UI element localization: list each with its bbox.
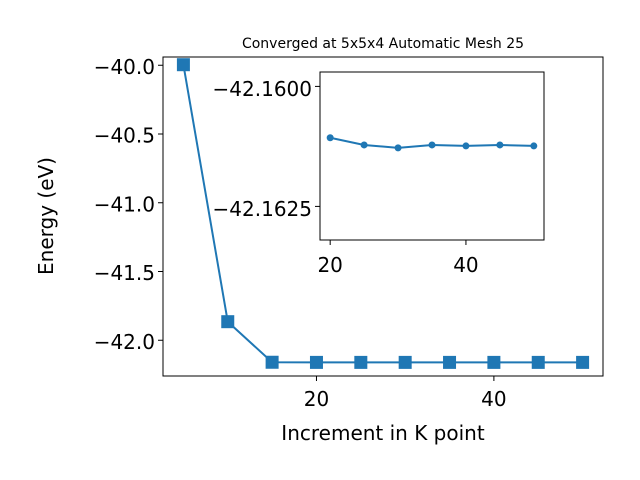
main-y-tick-label: −40.0 — [94, 55, 155, 79]
inset-data-point — [496, 141, 504, 149]
main-data-point — [531, 355, 545, 369]
main-data-point — [265, 355, 279, 369]
y-axis-label: Energy (eV) — [34, 157, 58, 275]
main-x-tick-label: 40 — [481, 387, 506, 411]
main-x-tick-label: 20 — [304, 387, 329, 411]
inset-y-tick-label: −42.1625 — [213, 197, 312, 221]
inset-data-point — [326, 134, 334, 142]
inset-x-tick-label: 40 — [453, 253, 478, 277]
main-series-line — [182, 64, 583, 364]
inset-data-point — [530, 142, 538, 150]
main-y-tick-label: −41.0 — [94, 192, 155, 216]
inset-data-point — [394, 144, 402, 152]
main-y-tick-label: −41.5 — [94, 261, 155, 285]
main-data-point — [576, 355, 590, 369]
main-data-point — [221, 315, 235, 329]
main-y-tick-label: −40.5 — [94, 124, 155, 148]
main-data-point — [398, 355, 412, 369]
main-data-point — [309, 355, 323, 369]
inset-data-point — [462, 142, 470, 150]
main-data-point — [354, 355, 368, 369]
inset-x-tick-label: 20 — [317, 253, 342, 277]
chart-title: Converged at 5x5x4 Automatic Mesh 25 — [242, 36, 524, 52]
inset-y-tick-label: −42.1600 — [213, 77, 312, 101]
inset-plot-frame — [319, 71, 545, 241]
inset-data-point — [360, 141, 368, 149]
inset-data-point — [428, 141, 436, 149]
main-data-point — [487, 355, 501, 369]
main-data-point — [443, 355, 457, 369]
x-axis-label: Increment in K point — [281, 421, 485, 445]
main-y-tick-label: −42.0 — [94, 330, 155, 354]
main-data-point — [176, 58, 190, 72]
